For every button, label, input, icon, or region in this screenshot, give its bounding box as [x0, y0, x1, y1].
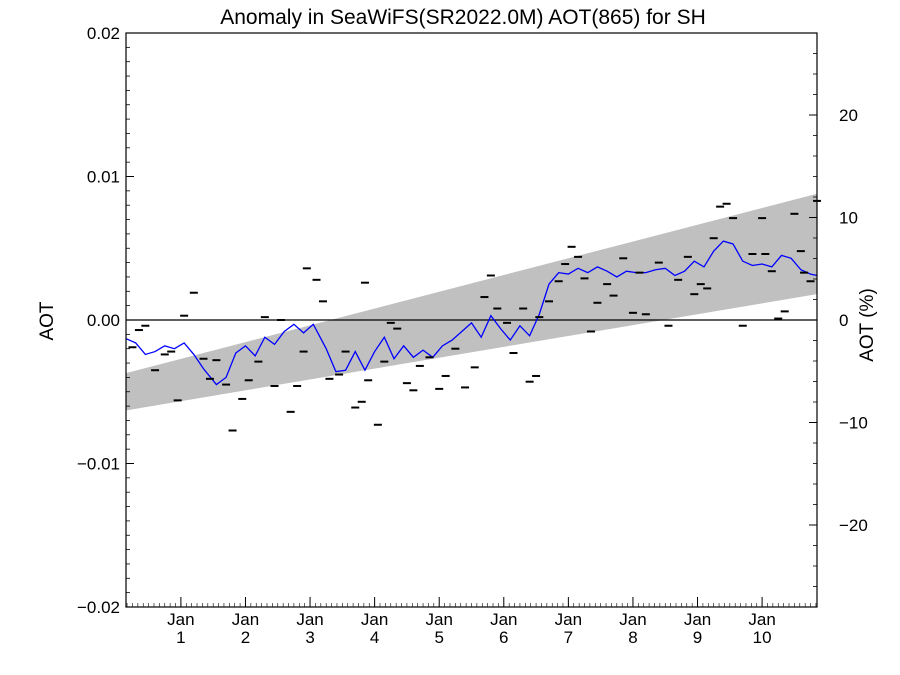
- x-axis: Jan1Jan2Jan3Jan4Jan5Jan6Jan7Jan8Jan9Jan1…: [126, 597, 817, 647]
- y-tick-label: 0.02: [87, 24, 120, 43]
- trend-band: [126, 193, 817, 411]
- y-axis-left: 0.02 0.01 0.00 −0.01 −0.02: [77, 24, 134, 617]
- y-axis-right: 20 10 0 −10 −20: [809, 32, 868, 608]
- x-tick-month: Jan: [748, 610, 775, 629]
- x-tick-year: 7: [564, 628, 573, 647]
- x-tick-month: Jan: [490, 610, 517, 629]
- y-axis-label-left: AOT: [37, 301, 58, 340]
- y-tick-label: −0.02: [77, 598, 120, 617]
- monthly-marker-series: [128, 199, 821, 432]
- x-tick-month: Jan: [361, 610, 388, 629]
- y-right-tick-label: 20: [839, 106, 858, 125]
- y-tick-label: −0.01: [77, 455, 120, 474]
- x-tick-month: Jan: [425, 610, 452, 629]
- x-tick-month: Jan: [555, 610, 582, 629]
- x-tick-month: Jan: [232, 610, 259, 629]
- x-tick-month: Jan: [619, 610, 646, 629]
- chart-title: Anomaly in SeaWiFS(SR2022.0M) AOT(865) f…: [220, 6, 706, 29]
- y-right-tick-label: −10: [839, 414, 868, 433]
- y-axis-label-right: AOT (%): [857, 288, 878, 362]
- y-right-tick-label: 0: [839, 311, 848, 330]
- x-tick-year: 8: [628, 628, 637, 647]
- x-tick-year: 1: [176, 628, 185, 647]
- y-tick-label: 0.00: [87, 311, 120, 330]
- x-tick-month: Jan: [684, 610, 711, 629]
- x-tick-year: 5: [434, 628, 443, 647]
- x-tick-month: Jan: [167, 610, 194, 629]
- y-right-tick-label: 10: [839, 209, 858, 228]
- x-tick-month: Jan: [296, 610, 323, 629]
- x-tick-year: 10: [753, 628, 772, 647]
- y-right-tick-label: −20: [839, 516, 868, 535]
- uncertainty-band: [126, 193, 817, 411]
- x-tick-year: 3: [305, 628, 314, 647]
- x-tick-year: 4: [370, 628, 379, 647]
- x-tick-year: 6: [499, 628, 508, 647]
- x-tick-year: 9: [693, 628, 702, 647]
- x-tick-year: 2: [241, 628, 250, 647]
- y-tick-label: 0.01: [87, 168, 120, 187]
- anomaly-line: [125, 240, 818, 386]
- anomaly-line-series: [125, 240, 818, 386]
